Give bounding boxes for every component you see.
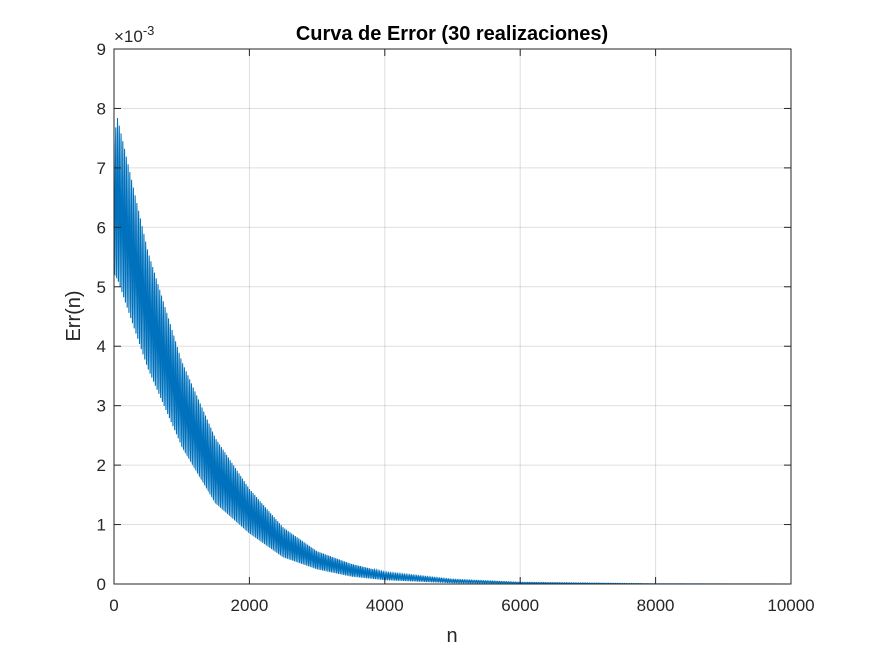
- x-tick-labels: 0 2000 4000 6000 8000 10000: [109, 596, 814, 615]
- x-tick-label: 8000: [637, 596, 675, 615]
- y-tick-label: 5: [97, 278, 106, 297]
- x-tick-label: 6000: [501, 596, 539, 615]
- y-tick-label: 9: [97, 40, 106, 59]
- x-tick-label: 4000: [366, 596, 404, 615]
- y-exponent-base: ×10: [114, 27, 143, 46]
- chart-title: Curva de Error (30 realizaciones): [296, 23, 608, 45]
- y-tick-labels: 0 1 2 3 4 5 6 7 8 9: [97, 40, 106, 594]
- y-tick-label: 4: [97, 337, 106, 356]
- y-tick-label: 2: [97, 456, 106, 475]
- y-tick-label: 3: [97, 397, 106, 416]
- y-tick-label: 7: [97, 159, 106, 178]
- x-tick-label: 10000: [767, 596, 814, 615]
- x-tick-label: 2000: [230, 596, 268, 615]
- x-axis-label: n: [446, 625, 457, 647]
- x-ticks: [113, 49, 792, 584]
- y-ticks: [114, 48, 791, 585]
- x-tick-label: 0: [109, 596, 118, 615]
- plot-box: [113, 48, 792, 585]
- y-axis-label: Err(n): [63, 290, 85, 341]
- y-exponent-label: ×10-3: [114, 23, 154, 46]
- y-tick-label: 0: [97, 575, 106, 594]
- y-tick-label: 1: [97, 516, 106, 535]
- y-tick-label: 6: [97, 218, 106, 237]
- y-tick-label: 8: [97, 99, 106, 118]
- y-exponent-power: -3: [143, 23, 155, 38]
